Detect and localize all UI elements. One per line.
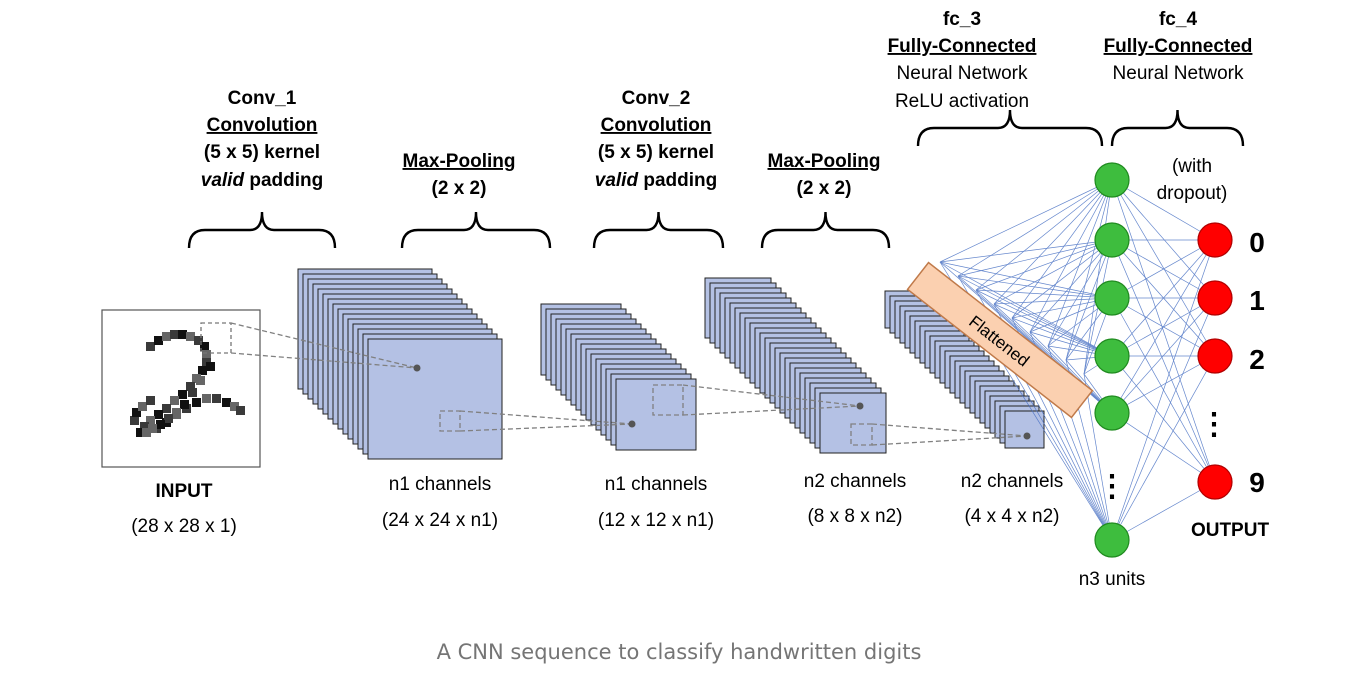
input-caption: INPUT (28 x 28 x 1) — [131, 481, 237, 537]
svg-text:n1 channels: n1 channels — [389, 474, 491, 495]
hidden-node — [1094, 522, 1130, 558]
svg-text:Conv_2: Conv_2 — [622, 88, 691, 109]
output-node — [1197, 280, 1233, 316]
svg-text:(5 x 5) kernel: (5 x 5) kernel — [598, 142, 714, 163]
svg-text:(8 x 8 x n2): (8 x 8 x n2) — [807, 506, 902, 527]
braces — [187, 109, 1245, 249]
svg-text:dropout): dropout) — [1157, 183, 1228, 204]
svg-text:Neural Network: Neural Network — [897, 63, 1028, 84]
svg-text:(with: (with — [1172, 156, 1212, 177]
output-digit-0: 0 — [1249, 227, 1265, 258]
output-node — [1197, 222, 1233, 258]
svg-text:(24 x 24 x n1): (24 x 24 x n1) — [382, 510, 498, 531]
brace — [400, 211, 552, 249]
svg-text:Fully-Connected: Fully-Connected — [1104, 36, 1253, 57]
dropout-label: (with dropout) — [1157, 156, 1228, 204]
receptive-field-projections — [230, 322, 1031, 446]
svg-text:(2 x 2): (2 x 2) — [432, 178, 487, 199]
svg-text:ReLU activation: ReLU activation — [895, 91, 1029, 112]
svg-text:valid padding: valid padding — [201, 170, 323, 191]
output-digit-9: 9 — [1249, 467, 1265, 498]
layer1-caption: n1 channels (24 x 24 x n1) — [382, 474, 498, 531]
projection-dot — [856, 402, 864, 410]
hidden-node — [1094, 162, 1130, 198]
output-digit-2: 2 — [1249, 344, 1265, 375]
conv2-label: Conv_2 Convolution (5 x 5) kernel valid … — [595, 88, 717, 191]
conv1-feature-maps — [297, 268, 503, 460]
hidden-node — [1094, 338, 1130, 374]
svg-text:Max-Pooling: Max-Pooling — [403, 151, 516, 172]
svg-text:(12 x 12 x n1): (12 x 12 x n1) — [598, 510, 714, 531]
svg-text:fc_3: fc_3 — [943, 9, 981, 30]
svg-text:Conv_1: Conv_1 — [228, 88, 297, 109]
svg-text:Neural Network: Neural Network — [1113, 63, 1244, 84]
brace — [1110, 109, 1245, 147]
fc3-label: fc_3 Fully-Connected Neural Network ReLU… — [888, 9, 1037, 112]
output-node — [1197, 464, 1233, 500]
svg-text:fc_4: fc_4 — [1159, 9, 1197, 30]
fc4-label: fc_4 Fully-Connected Neural Network — [1104, 9, 1253, 84]
pool2-label: Max-Pooling (2 x 2) — [768, 151, 881, 199]
projection-dot — [628, 420, 636, 428]
brace — [916, 109, 1104, 147]
svg-text:INPUT: INPUT — [156, 481, 213, 502]
svg-text:Convolution: Convolution — [601, 115, 712, 136]
dense-connections — [939, 179, 1216, 541]
svg-text:Fully-Connected: Fully-Connected — [888, 36, 1037, 57]
svg-text:Convolution: Convolution — [207, 115, 318, 136]
input-image — [101, 309, 261, 468]
handwritten-digit — [130, 330, 245, 437]
svg-text:(5 x 5) kernel: (5 x 5) kernel — [204, 142, 320, 163]
layer3-caption: n2 channels (8 x 8 x n2) — [804, 471, 906, 527]
output-ellipsis: ⋮ — [1199, 408, 1229, 441]
svg-text:Max-Pooling: Max-Pooling — [768, 151, 881, 172]
hidden-node — [1094, 222, 1130, 258]
pool1-label: Max-Pooling (2 x 2) — [403, 151, 516, 199]
brace — [760, 211, 891, 249]
pool2-feature-maps — [884, 290, 1045, 449]
hidden-units-label: n3 units — [1079, 569, 1146, 590]
hidden-ellipsis: ⋮ — [1097, 470, 1127, 503]
svg-text:n1 channels: n1 channels — [605, 474, 707, 495]
svg-text:(4 x 4 x n2): (4 x 4 x n2) — [964, 506, 1059, 527]
pool1-feature-maps — [540, 303, 697, 451]
svg-text:n2 channels: n2 channels — [961, 471, 1063, 492]
brace — [592, 211, 725, 249]
brace — [187, 211, 337, 249]
layer4-caption: n2 channels (4 x 4 x n2) — [961, 471, 1063, 527]
svg-text:valid padding: valid padding — [595, 170, 717, 191]
svg-text:n2 channels: n2 channels — [804, 471, 906, 492]
projection-dot — [413, 364, 421, 372]
figure-caption: A CNN sequence to classify handwritten d… — [436, 640, 922, 664]
output-label: OUTPUT — [1191, 520, 1270, 541]
svg-text:(28 x 28 x 1): (28 x 28 x 1) — [131, 516, 237, 537]
conv2-feature-maps — [704, 277, 887, 454]
hidden-node — [1094, 395, 1130, 431]
neuron-nodes — [1094, 162, 1233, 558]
output-node — [1197, 338, 1233, 374]
projection-dot — [1023, 432, 1031, 440]
feature-map-stacks — [297, 268, 1045, 460]
layer2-caption: n1 channels (12 x 12 x n1) — [598, 474, 714, 531]
conv1-label: Conv_1 Convolution (5 x 5) kernel valid … — [201, 88, 323, 191]
svg-text:(2 x 2): (2 x 2) — [797, 178, 852, 199]
hidden-node — [1094, 280, 1130, 316]
output-digit-1: 1 — [1249, 285, 1265, 316]
